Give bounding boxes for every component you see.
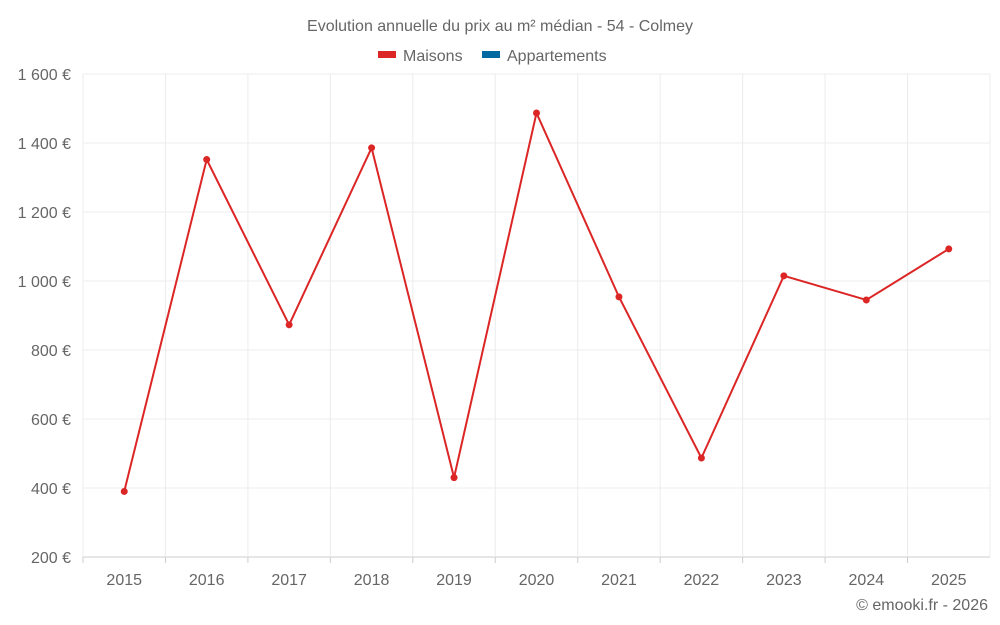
y-tick-label: 600 € — [31, 412, 71, 429]
x-tick-label: 2022 — [684, 572, 720, 589]
data-point[interactable] — [450, 474, 458, 482]
legend-label-maisons[interactable]: Maisons — [403, 48, 463, 65]
legend: Maisons Appartements — [378, 48, 607, 65]
legend-swatch-maisons[interactable] — [378, 51, 396, 58]
x-tick-label: 2020 — [519, 572, 555, 589]
data-point[interactable] — [285, 321, 293, 329]
y-tick-label: 1 000 € — [18, 274, 71, 291]
chart-title: Evolution annuelle du prix au m² médian … — [307, 18, 693, 35]
x-tick-label: 2025 — [931, 572, 967, 589]
data-point[interactable] — [533, 109, 540, 117]
x-tick-label: 2016 — [189, 572, 225, 589]
data-point[interactable] — [945, 245, 953, 253]
data-point[interactable] — [203, 156, 211, 164]
x-tick-label: 2018 — [354, 572, 390, 589]
legend-label-appartements[interactable]: Appartements — [507, 48, 607, 65]
x-tick-label: 2024 — [849, 572, 885, 589]
x-tick-label: 2019 — [436, 572, 472, 589]
x-tick-label: 2023 — [766, 572, 802, 589]
data-point[interactable] — [780, 272, 788, 280]
data-point[interactable] — [862, 296, 870, 304]
y-tick-label: 800 € — [31, 343, 71, 360]
data-point[interactable] — [120, 487, 128, 495]
y-tick-label: 1 600 € — [18, 67, 71, 84]
credit: © emooki.fr - 2026 — [856, 597, 988, 614]
y-tick-label: 200 € — [31, 550, 71, 567]
data-point[interactable] — [615, 293, 623, 301]
x-tick-label: 2017 — [271, 572, 307, 589]
y-tick-label: 400 € — [31, 481, 71, 498]
y-tick-label: 1 200 € — [18, 205, 71, 222]
data-point[interactable] — [697, 454, 705, 462]
legend-swatch-appartements[interactable] — [482, 51, 500, 58]
data-point[interactable] — [368, 144, 376, 152]
x-tick-label: 2021 — [601, 572, 637, 589]
y-tick-label: 1 400 € — [18, 136, 71, 153]
x-tick-label: 2015 — [106, 572, 142, 589]
